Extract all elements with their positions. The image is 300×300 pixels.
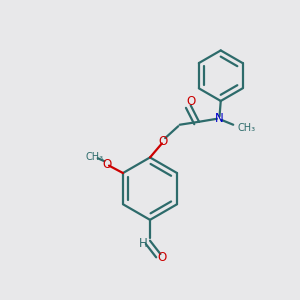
Text: CH₃: CH₃ <box>86 152 104 162</box>
Text: CH₃: CH₃ <box>237 123 255 133</box>
Text: O: O <box>159 135 168 148</box>
Text: O: O <box>157 251 167 264</box>
Text: N: N <box>215 112 224 125</box>
Text: H: H <box>139 237 148 250</box>
Text: O: O <box>186 95 195 108</box>
Text: O: O <box>102 158 111 171</box>
